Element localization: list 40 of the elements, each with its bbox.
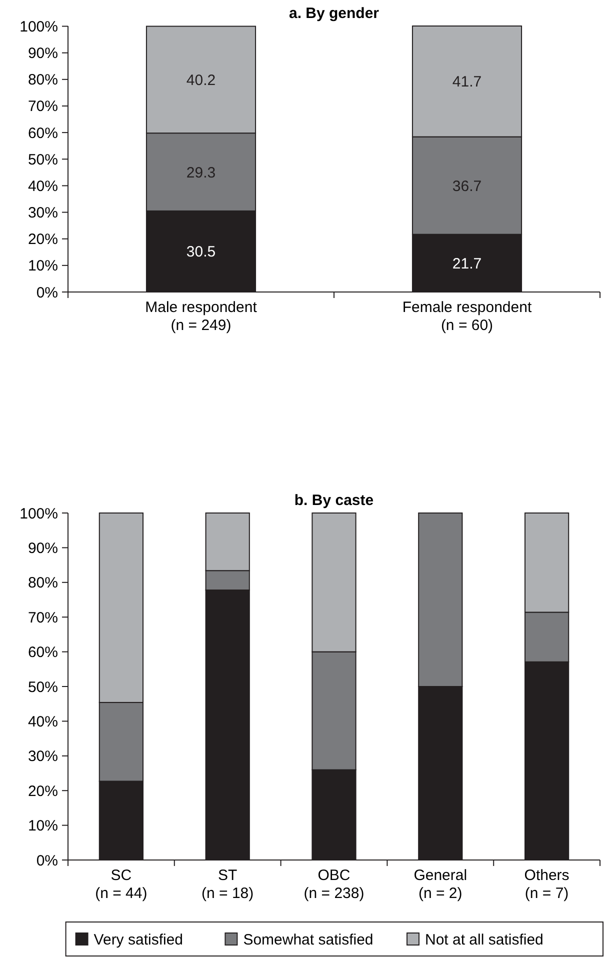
- y-tick-label: 90%: [28, 45, 58, 62]
- y-tick-label: 100%: [20, 18, 58, 36]
- y-tick-label: 50%: [28, 678, 58, 696]
- y-tick-label: 10%: [28, 818, 58, 835]
- data-label: 40.2: [186, 72, 216, 89]
- chart-title: a. By gender: [288, 5, 380, 22]
- y-tick-label: 60%: [28, 644, 58, 662]
- y-tick-label: 40%: [28, 178, 58, 195]
- data-label: 29.3: [186, 164, 216, 182]
- chart-title: b. By caste: [294, 492, 374, 509]
- y-tick-label: 50%: [28, 151, 58, 168]
- legend-label: Somewhat satisfied: [243, 931, 374, 948]
- y-tick-label: 70%: [28, 98, 58, 116]
- legend-label: Not at all satisfied: [425, 931, 544, 948]
- y-tick-label: 40%: [28, 713, 58, 730]
- y-tick-label: 60%: [28, 124, 58, 142]
- y-tick-label: 80%: [28, 72, 58, 89]
- y-tick-label: 30%: [28, 748, 58, 766]
- y-tick-label: 30%: [28, 204, 58, 222]
- x-tick-label: Male respondent (n = 249): [145, 299, 258, 334]
- y-tick-label: 20%: [28, 782, 58, 800]
- y-tick-label: 10%: [28, 258, 58, 275]
- x-tick-label: Others (n = 7): [524, 867, 570, 902]
- y-tick-label: 70%: [28, 609, 58, 626]
- y-tick-label: 20%: [28, 231, 58, 248]
- data-label: 21.7: [452, 255, 482, 272]
- y-tick-label: 100%: [20, 505, 58, 522]
- data-label: 41.7: [452, 74, 482, 91]
- x-tick-label: ST (n = 18): [202, 867, 254, 902]
- y-tick-label: 0%: [36, 284, 58, 302]
- y-tick-label: 80%: [28, 574, 58, 592]
- legend-label: Very satisfied: [94, 931, 184, 948]
- data-label: 36.7: [452, 178, 482, 195]
- y-tick-label: 0%: [36, 852, 58, 870]
- x-tick-label: SC (n = 44): [95, 867, 148, 902]
- x-tick-label: OBC (n = 238): [304, 867, 364, 902]
- x-tick-label: General (n = 2): [414, 867, 468, 902]
- y-tick-label: 90%: [28, 540, 58, 557]
- x-tick-label: Female respondent (n = 60): [402, 299, 532, 334]
- data-label: 30.5: [186, 244, 216, 261]
